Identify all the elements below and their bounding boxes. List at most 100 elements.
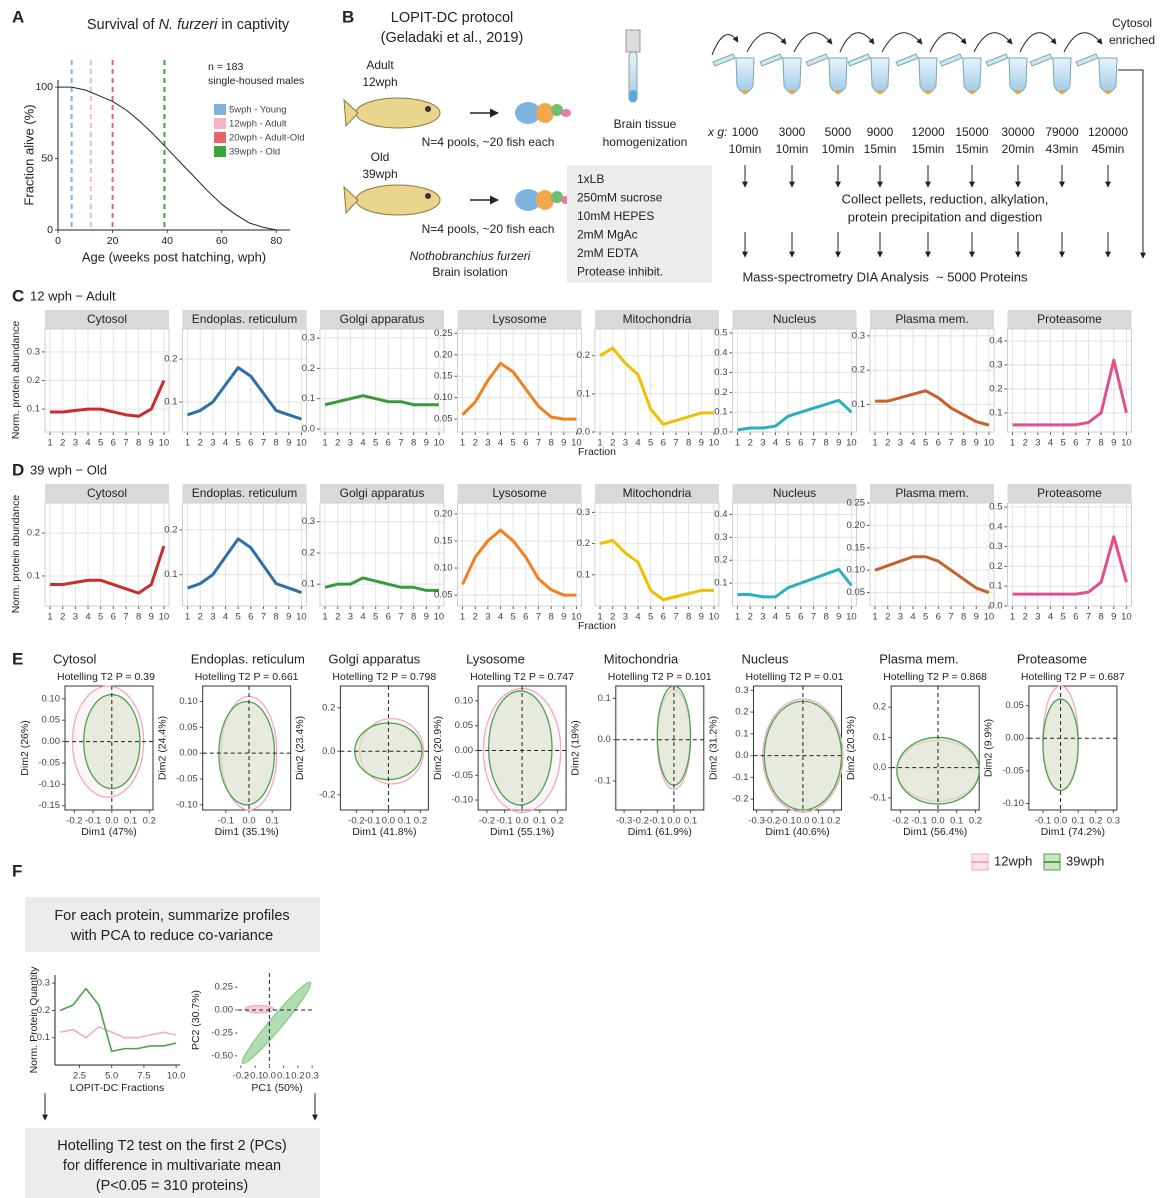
tube (783, 58, 801, 93)
y-tick-label: 0.0 (714, 427, 727, 438)
y-tick-label: -0.10 (1002, 798, 1024, 809)
y-tick-label: -0.25 (211, 1027, 233, 1038)
x-tick-label: 8 (1098, 612, 1103, 623)
x-tick-label: 6 (1073, 612, 1078, 623)
x-tick-label: 1 (47, 438, 52, 449)
y-tick-label: 0.0 (577, 427, 590, 438)
x-tick-label: 10 (159, 612, 170, 623)
plot-background (733, 329, 857, 432)
y-axis-label: Dim2 (26%) (19, 720, 31, 775)
y-tick-label: 0.2 (714, 555, 727, 566)
x-tick-label: 3 (898, 612, 903, 623)
group-title: 12 wph − Adult (30, 288, 116, 303)
group-title: 39 wph − Old (30, 462, 107, 477)
tube-lid (896, 54, 918, 66)
x-tick-label: 10.0 (167, 1071, 186, 1082)
step-label: homogenization (603, 135, 688, 149)
group-label: Old (371, 150, 390, 164)
x-tick-label: 5 (1061, 612, 1066, 623)
strip-label: Proteasome (1037, 312, 1102, 326)
x-tick-label: 5 (511, 438, 516, 449)
x-tick-label: 10 (709, 612, 720, 623)
tube (871, 58, 889, 93)
p-value: 0.39 (135, 671, 156, 683)
y-tick-label: 0.1 (873, 732, 886, 743)
x-tick-label: 9 (699, 438, 704, 449)
x-axis-label: LOPIT-DC Fractions (70, 1082, 165, 1094)
y-axis-label: Dim2 (20.9%) (432, 716, 444, 780)
x-tick-label: 7 (123, 438, 128, 449)
x-tick-label: 9 (424, 612, 429, 623)
x-tick-label: 10 (709, 438, 720, 449)
x-tick-label: 1 (47, 612, 52, 623)
p-value: 0.101 (685, 671, 711, 683)
x-tick-label: 2 (60, 612, 65, 623)
fish-old (344, 185, 440, 215)
y-tick-label: 0.2 (164, 524, 177, 535)
y-tick-label: 0.1 (714, 407, 727, 418)
y-tick-label: 0.05 (434, 590, 453, 601)
x-axis-label: Dim1 (35.1%) (215, 826, 279, 838)
strip-label: Cytosol (87, 312, 127, 326)
g-label: x g: (707, 125, 727, 139)
x-tick-label: 6 (248, 612, 253, 623)
spin-speed: 15000 (955, 125, 989, 139)
x-tick-label: 3 (348, 438, 353, 449)
tube-lid (760, 54, 782, 66)
y-tick-label: 0.1 (577, 569, 590, 580)
y-tick-label: 0.05 (179, 722, 198, 733)
stat-text: Hotelling T2 P = (470, 671, 548, 683)
step-label: Brain tissue (614, 117, 677, 131)
y-tick-label: 0.2 (577, 538, 590, 549)
x-tick-label: 2 (198, 438, 203, 449)
arrow (974, 33, 1012, 52)
plot-background (1008, 503, 1132, 606)
p-value: 0.747 (548, 671, 574, 683)
x-tick-label: 2 (748, 438, 753, 449)
panel-title: Endoplas. reticulum (191, 651, 305, 666)
x-tick-label: 10 (434, 612, 445, 623)
panel-label: A (12, 7, 24, 26)
x-tick-label: 3 (485, 612, 490, 623)
x-tick-label: 10 (1121, 438, 1132, 449)
pellet (789, 90, 795, 94)
stat-label: Hotelling T2 P = 0.01 (746, 671, 844, 683)
y-tick-label: 0.25 (434, 328, 453, 339)
y-axis-label: Dim2 (19%) (570, 720, 582, 775)
x-tick-label: 6 (661, 438, 666, 449)
x-tick-label: 0.2 (969, 816, 982, 827)
x-tick-label: 2 (1023, 612, 1028, 623)
y-tick-label: 0.25 (215, 982, 234, 993)
step-label: enriched (1109, 33, 1155, 47)
y-tick-label: 0.0 (302, 423, 315, 434)
panel-label: E (12, 649, 23, 668)
y-tick-label: 0.5 (714, 327, 727, 338)
x-tick-label: 9 (286, 612, 291, 623)
x-tick-label: 4 (1048, 438, 1053, 449)
x-tick-label: 5 (648, 438, 653, 449)
y-tick-label: 0.00 (179, 748, 198, 759)
x-tick-label: 6 (936, 612, 941, 623)
plot-background (870, 503, 994, 606)
x-tick-label: 3 (210, 612, 215, 623)
strip-label: Golgi apparatus (340, 486, 425, 500)
x-axis-label: Dim1 (40.6%) (765, 826, 829, 838)
x-tick-label: 10 (846, 612, 857, 623)
species-label: Nothobranchius furzeri (410, 249, 531, 263)
legend-label: 20wph - Adult-Old (229, 133, 305, 144)
x-tick-label: 9 (974, 438, 979, 449)
strip-label: Plasma mem. (895, 312, 968, 326)
y-tick-label: 0.0 (873, 762, 886, 773)
y-tick-label: -0.10 (451, 795, 473, 806)
x-tick-label: 7 (673, 438, 678, 449)
x-tick-label: 5 (98, 438, 103, 449)
y-tick-label: 0.3 (852, 330, 865, 341)
x-tick-label: 7 (1086, 438, 1091, 449)
arrow (930, 33, 966, 52)
panel-title: Proteasome (1017, 651, 1087, 666)
x-tick-label: 1 (872, 612, 877, 623)
x-tick-label: 4 (498, 612, 503, 623)
box-text: For each protein, summarize profiles (54, 908, 289, 924)
x-tick-label: 5 (923, 612, 928, 623)
y-tick-label: 0.15 (847, 542, 866, 553)
